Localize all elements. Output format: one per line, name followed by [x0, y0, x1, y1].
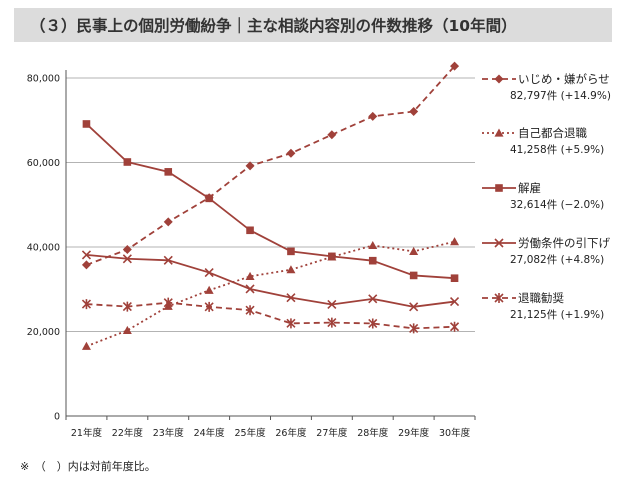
- footnote: ※ （ ）内は対前年度比。: [20, 460, 156, 473]
- data-point: [245, 284, 255, 294]
- data-point: [450, 274, 459, 283]
- data-point: [163, 255, 173, 265]
- series-line-1: [86, 240, 455, 348]
- legend-marker: [494, 293, 504, 303]
- data-point: [286, 318, 296, 329]
- title-bar: （３）民事上の個別労働紛争｜主な相談内容別の件数推移（10年間）: [14, 8, 612, 42]
- data-point: [81, 341, 91, 350]
- data-point: [449, 321, 460, 332]
- data-point: [450, 61, 460, 71]
- y-tick-label: 60,000: [27, 158, 60, 169]
- series-line-3: [86, 254, 455, 308]
- data-point: [81, 250, 92, 260]
- data-point: [368, 256, 377, 265]
- data-point: [163, 297, 173, 308]
- data-point: [164, 168, 173, 176]
- data-point: [122, 245, 132, 255]
- data-point: [205, 194, 213, 203]
- series-line-2: [85, 123, 455, 280]
- legend-detail: 82,797件 (+14.9%): [510, 90, 611, 102]
- y-tick-label: 20,000: [27, 327, 60, 338]
- legend-label: 自己都合退職: [518, 126, 587, 140]
- data-point: [82, 120, 91, 128]
- x-tick-label: 26年度: [275, 427, 307, 439]
- data-point: [368, 318, 378, 329]
- data-point: [286, 148, 296, 158]
- data-point: [409, 107, 419, 117]
- x-tick-label: 27年度: [316, 427, 348, 439]
- x-tick-label: 23年度: [153, 427, 185, 439]
- data-point: [245, 305, 255, 316]
- legend-detail: 32,614件 (−2.0%): [510, 199, 604, 211]
- y-tick-label: 40,000: [27, 243, 60, 254]
- page-title: （３）民事上の個別労働紛争｜主な相談内容別の件数推移（10年間）: [30, 17, 517, 35]
- series-line-4: [86, 301, 455, 330]
- data-point: [327, 130, 337, 140]
- legend-label: いじめ・嫌がらせ: [518, 72, 610, 86]
- legend-marker: [495, 184, 503, 192]
- data-point: [245, 161, 255, 171]
- data-point: [368, 294, 378, 304]
- data-point: [123, 158, 132, 166]
- data-point: [327, 317, 337, 328]
- legend-marker: [494, 128, 504, 137]
- x-tick-label: 24年度: [194, 427, 226, 439]
- legend-detail: 27,082件 (+4.8%): [510, 254, 604, 266]
- data-point: [246, 226, 254, 235]
- legend-marker: [494, 238, 504, 248]
- data-point: [327, 299, 337, 310]
- data-point: [204, 267, 214, 278]
- x-tick-label: 29年度: [398, 427, 430, 439]
- x-tick-label: 30年度: [439, 427, 471, 439]
- y-tick-label: 0: [54, 412, 60, 423]
- data-point: [409, 246, 419, 256]
- x-tick-label: 28年度: [357, 427, 389, 439]
- data-point: [409, 323, 419, 334]
- x-tick-label: 21年度: [71, 427, 103, 439]
- data-point: [368, 111, 378, 121]
- data-point: [409, 271, 418, 280]
- data-point: [328, 252, 336, 261]
- data-point: [450, 237, 460, 246]
- data-point: [287, 247, 295, 256]
- data-point: [286, 293, 296, 303]
- legend-label: 退職勧奨: [518, 291, 564, 305]
- data-point: [81, 299, 92, 310]
- legend-detail: 21,125件 (+1.9%): [510, 309, 604, 321]
- data-point: [286, 265, 296, 274]
- legend-detail: 41,258件 (+5.9%): [510, 144, 604, 156]
- data-point: [122, 254, 132, 264]
- data-point: [122, 301, 132, 312]
- series-line-0: [86, 65, 456, 266]
- data-point: [449, 297, 460, 307]
- y-tick-label: 80,000: [27, 74, 60, 85]
- legend-marker: [494, 74, 504, 84]
- x-tick-label: 25年度: [235, 427, 267, 439]
- x-tick-label: 22年度: [112, 427, 144, 439]
- data-point: [368, 240, 378, 250]
- legend-label: 労働条件の引下げ: [518, 236, 610, 250]
- data-point: [204, 301, 214, 312]
- data-point: [245, 271, 255, 280]
- data-point: [81, 260, 91, 270]
- data-point: [122, 325, 132, 334]
- data-point: [409, 302, 419, 312]
- data-point: [204, 285, 214, 294]
- legend-label: 解雇: [518, 181, 541, 195]
- data-point: [163, 217, 173, 227]
